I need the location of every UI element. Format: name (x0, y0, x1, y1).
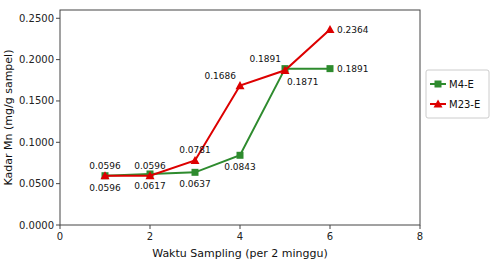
x-tick (330, 225, 331, 229)
y-tick-label: 0.2000 (19, 54, 54, 65)
series-marker (146, 171, 155, 179)
legend: M4-E M23-E (426, 70, 489, 118)
data-label: 0.0843 (224, 162, 256, 172)
x-tick-label: 4 (237, 231, 243, 242)
plot-marks (101, 25, 335, 179)
legend-label: M4-E (449, 79, 474, 90)
data-label: 0.0637 (179, 179, 211, 189)
y-tick (56, 18, 60, 19)
data-label: 0.1871 (287, 77, 319, 87)
series-marker (101, 171, 110, 179)
data-label: 0.0781 (179, 145, 211, 155)
series-marker (191, 156, 200, 164)
x-tick-label: 6 (327, 231, 333, 242)
x-axis-label: Waktu Sampling (per 2 minggu) (152, 247, 328, 260)
x-tick (150, 225, 151, 229)
series-line (105, 30, 330, 176)
x-tick (60, 225, 61, 229)
series-marker (236, 81, 245, 89)
series-marker (281, 66, 290, 74)
y-tick (56, 59, 60, 60)
series-marker (327, 65, 334, 72)
data-label: 0.0596 (89, 183, 121, 193)
x-tick-label: 0 (57, 231, 63, 242)
series-marker (102, 172, 109, 179)
y-tick (56, 142, 60, 143)
legend-marker (435, 81, 442, 88)
y-tick (56, 183, 60, 184)
y-tick (56, 225, 60, 226)
y-tick-label: 0.2500 (19, 13, 54, 24)
data-labels: 0.0596 0.0617 0.0637 0.0843 0.1891 0.1891 0.05… (89, 25, 369, 193)
x-tick (240, 225, 241, 229)
y-tick-label: 0.1000 (19, 137, 54, 148)
x-tick (420, 225, 421, 229)
y-axis-label: Kadar Mn (mg/g sampel) (2, 50, 15, 186)
legend-box (426, 70, 489, 118)
series-marker (237, 152, 244, 159)
data-label: 0.1891 (337, 64, 369, 74)
data-label: 0.2364 (337, 25, 369, 35)
x-tick-label: 8 (417, 231, 423, 242)
series-marker (326, 25, 335, 33)
legend-marker (434, 100, 443, 108)
plot-frame (60, 10, 420, 225)
legend-label: M23-E (449, 99, 480, 110)
data-label: 0.1686 (205, 71, 237, 81)
data-label: 0.0596 (134, 161, 166, 171)
data-label: 0.0617 (134, 181, 166, 191)
y-tick-label: 0.1500 (19, 95, 54, 106)
y-tick-label: 0.0500 (19, 178, 54, 189)
y-tick-label: 0.0000 (19, 220, 54, 231)
series-marker (192, 169, 199, 176)
data-label: 0.1891 (250, 54, 282, 64)
y-tick (56, 100, 60, 101)
data-label: 0.0596 (89, 161, 121, 171)
x-tick-label: 2 (147, 231, 153, 242)
chart: 0.0000 0.0500 0.1000 0.1500 0.2000 0.2500 0 2 4 6… (0, 0, 492, 263)
